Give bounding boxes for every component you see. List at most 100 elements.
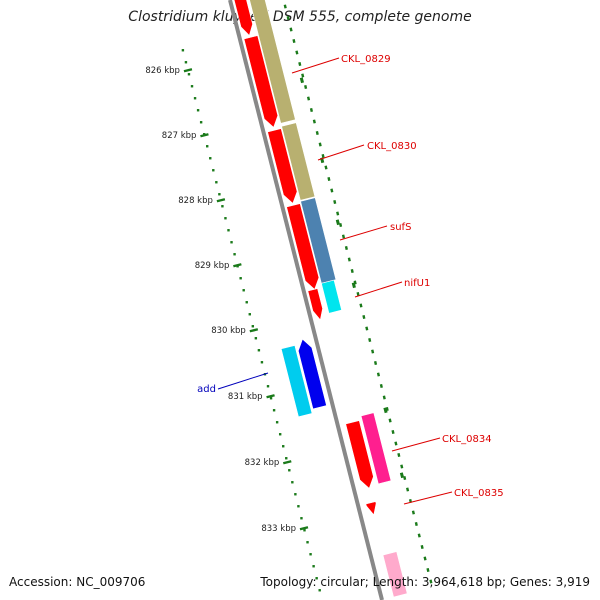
inner-major-tick xyxy=(383,407,388,414)
gene-label-leader xyxy=(217,372,269,390)
gene-label-leader xyxy=(291,57,340,74)
coordinate-ruler xyxy=(181,49,321,592)
inner-tick xyxy=(368,337,372,342)
kbp-tick-label: 827 kbp xyxy=(162,131,197,141)
ruler-dot xyxy=(245,301,248,304)
cds-ckl0834 xyxy=(360,412,392,485)
ruler-dot xyxy=(233,253,236,256)
inner-tick xyxy=(373,360,378,365)
inner-tick xyxy=(362,314,366,319)
gene-label-leader xyxy=(317,144,365,161)
inner-tick xyxy=(324,165,328,170)
kbp-major-tick xyxy=(249,328,259,333)
ruler-dot xyxy=(294,493,297,496)
kbp-major-tick xyxy=(200,133,209,138)
ruler-dot xyxy=(300,517,303,520)
ruler-dot xyxy=(212,169,215,172)
inner-tick xyxy=(379,383,383,388)
inner-tick xyxy=(394,441,398,446)
ruler-dot xyxy=(278,433,282,436)
inner-tick xyxy=(371,349,375,354)
cds-ckl0836 xyxy=(382,551,408,598)
inner-tick xyxy=(283,4,287,9)
inner-tick xyxy=(312,119,316,124)
gene-sufS xyxy=(286,203,320,290)
inner-tick xyxy=(411,510,415,515)
kbp-tick-label: 830 kbp xyxy=(211,326,246,336)
inner-tick xyxy=(350,268,354,273)
ruler-dot xyxy=(251,325,255,328)
genome-summary: Topology: circular; Length: 3,964,618 bp… xyxy=(260,575,590,589)
ruler-dot xyxy=(254,337,258,340)
inner-tick xyxy=(429,579,433,584)
inner-tick xyxy=(417,533,421,538)
inner-tick xyxy=(315,130,319,135)
inner-tick xyxy=(385,406,389,411)
ruler-dot xyxy=(221,205,224,208)
ruler-dot xyxy=(303,529,306,532)
inner-tick xyxy=(289,27,293,32)
inner-tick-line xyxy=(283,4,433,584)
inner-tick xyxy=(330,188,334,193)
inner-major-tick xyxy=(299,77,304,84)
ruler-dot xyxy=(312,565,315,568)
inner-tick xyxy=(376,372,381,377)
inner-tick xyxy=(423,556,427,561)
inner-tick xyxy=(406,487,410,492)
inner-tick xyxy=(306,96,311,101)
ruler-dot xyxy=(291,481,294,484)
inner-tick xyxy=(292,38,296,43)
ruler-dot xyxy=(215,181,218,184)
ruler-dot xyxy=(187,73,191,76)
ruler-dot xyxy=(224,217,227,220)
ruler-dot xyxy=(315,577,318,580)
inner-tick xyxy=(397,452,401,457)
inner-tick xyxy=(391,429,395,434)
ruler-dot xyxy=(199,121,203,124)
inner-tick xyxy=(295,50,299,55)
gene-label: CKL_0835 xyxy=(454,488,504,499)
ruler-dot xyxy=(196,109,200,112)
kbp-major-tick xyxy=(266,394,275,399)
kbp-major-tick xyxy=(183,68,193,73)
inner-tick xyxy=(341,234,346,239)
ruler-dot xyxy=(190,85,194,88)
cds-sufS xyxy=(300,197,337,284)
inner-tick xyxy=(359,303,363,308)
inner-tick xyxy=(403,475,407,480)
inner-tick xyxy=(327,176,331,181)
kbp-major-tick xyxy=(216,198,226,203)
inner-tick xyxy=(420,544,424,549)
ruler-dot xyxy=(218,193,221,196)
gene-label: add xyxy=(197,384,216,395)
gene-label-leader xyxy=(403,491,453,505)
ruler-dot xyxy=(257,349,261,352)
accession-label: Accession: NC_009706 xyxy=(9,575,146,589)
kbp-major-tick xyxy=(282,460,292,465)
inner-tick xyxy=(286,15,290,20)
inner-tick xyxy=(414,521,418,526)
kbp-tick-label: 831 kbp xyxy=(228,392,263,402)
inner-tick xyxy=(321,153,325,158)
genome-backbone xyxy=(228,0,384,600)
map-title: Clostridium kluyveri DSM 555, complete g… xyxy=(128,9,472,25)
inner-tick xyxy=(388,418,392,423)
kbp-tick-label: 833 kbp xyxy=(261,524,296,534)
inner-tick xyxy=(339,222,343,227)
kbp-tick-label: 829 kbp xyxy=(195,261,230,271)
gene-ckl0835 xyxy=(365,501,377,516)
gene-label-leader xyxy=(339,225,388,241)
inner-major-tick xyxy=(399,472,405,479)
inner-tick xyxy=(333,199,337,204)
inner-tick xyxy=(365,326,369,331)
inner-tick xyxy=(318,142,322,147)
inner-tick xyxy=(347,257,351,262)
ruler-dot xyxy=(260,361,264,364)
ruler-dot xyxy=(184,61,188,64)
ruler-dot xyxy=(230,241,233,244)
inner-tick xyxy=(309,107,313,112)
inner-tick xyxy=(298,61,302,66)
ruler-dot xyxy=(282,445,285,448)
kbp-tick-label: 828 kbp xyxy=(178,196,213,206)
